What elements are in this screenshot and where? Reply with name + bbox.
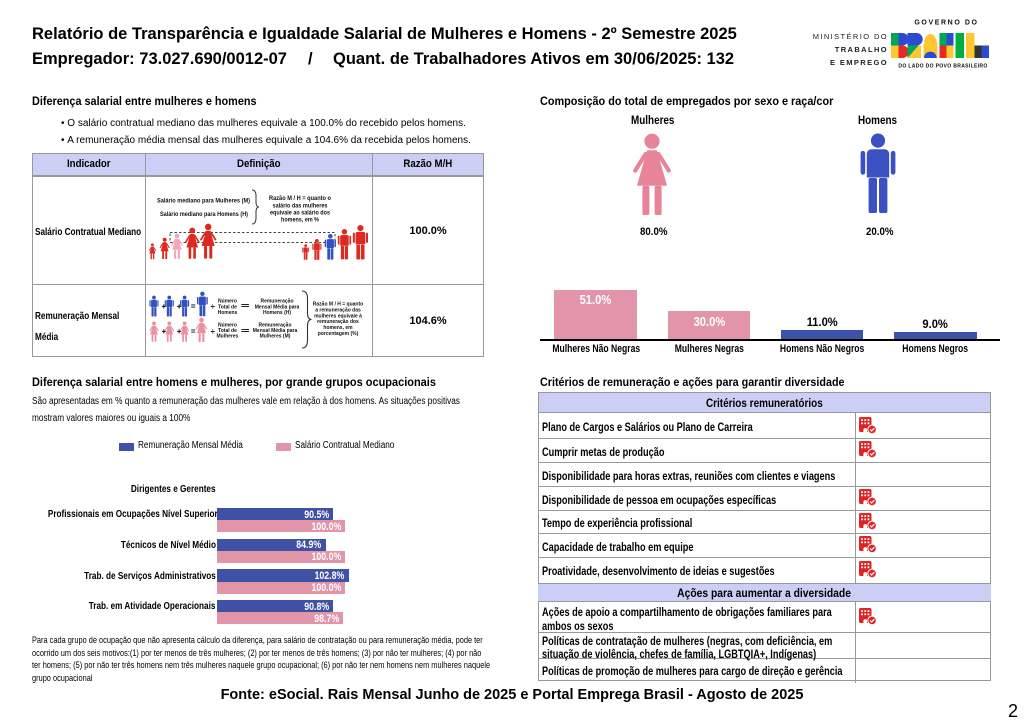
svg-text:salário das mulheres: salário das mulheres [273, 202, 328, 209]
svg-text:equivale ao salário dos: equivale ao salário dos [270, 209, 330, 216]
svg-text:remuneração dos: remuneração dos [317, 319, 359, 325]
svg-text:==: == [241, 302, 250, 311]
svg-text:porcentagem (%): porcentagem (%) [318, 331, 359, 337]
svg-text:Remuneração: Remuneração [258, 323, 291, 329]
svg-text:Homens: Homens [218, 310, 238, 316]
svg-text:DO LADO DO POVO BRASILEIRO: DO LADO DO POVO BRASILEIRO [898, 64, 987, 70]
svg-text:÷: ÷ [211, 302, 216, 311]
svg-text:Número: Número [218, 323, 237, 329]
svg-text:Mulheres: Mulheres [217, 334, 239, 340]
svg-text:Razão M / H = quanto: Razão M / H = quanto [313, 302, 363, 308]
svg-text:Total de: Total de [218, 304, 237, 310]
svg-text:+: + [162, 302, 167, 311]
svg-text:homens, em: homens, em [323, 325, 353, 331]
svg-text:mulheres equivale à: mulheres equivale à [314, 313, 362, 319]
svg-text:+: + [177, 327, 182, 336]
svg-text:Remuneração: Remuneração [260, 299, 293, 305]
svg-text:a remuneração das: a remuneração das [315, 307, 361, 313]
svg-text:=: = [191, 327, 196, 336]
svg-text:÷: ÷ [211, 327, 216, 336]
svg-text:+: + [162, 327, 167, 336]
svg-text:==: == [241, 327, 250, 336]
svg-text:Total de: Total de [218, 328, 237, 334]
svg-text:GOVERNO DO: GOVERNO DO [914, 20, 978, 27]
svg-text:Salário mediano para Homens (H: Salário mediano para Homens (H) [160, 211, 248, 218]
svg-text:Mulheres (M): Mulheres (M) [260, 334, 291, 340]
svg-text:Mensal Média para: Mensal Média para [255, 304, 300, 310]
svg-text:homens, em %: homens, em % [281, 217, 319, 224]
svg-text:Homens (H): Homens (H) [263, 310, 291, 316]
svg-text:Razão M / H = quanto o: Razão M / H = quanto o [269, 195, 331, 202]
svg-text:+: + [177, 302, 182, 311]
svg-text:Mensal Média para: Mensal Média para [253, 328, 298, 334]
svg-text:Número: Número [218, 299, 237, 305]
svg-text:=: = [191, 302, 196, 311]
svg-text:Salário mediano para Mulheres: Salário mediano para Mulheres (M) [157, 198, 250, 205]
